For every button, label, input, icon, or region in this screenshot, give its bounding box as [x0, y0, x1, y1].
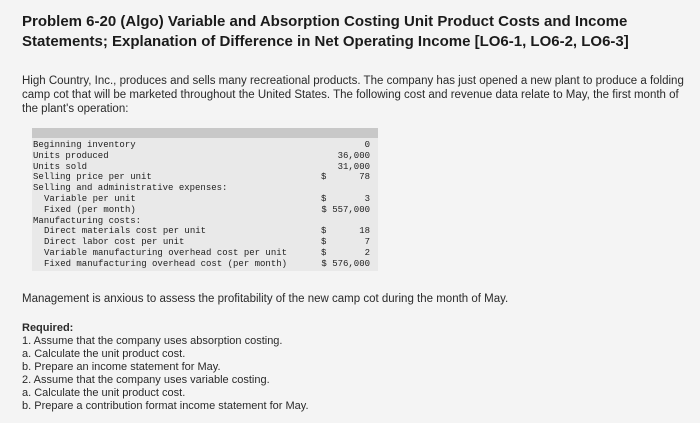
problem-intro: High Country, Inc., produces and sells m… [22, 75, 684, 115]
row-value: 18 [359, 226, 370, 237]
row-currency: $ [321, 248, 327, 258]
row-currency: $ [321, 172, 327, 183]
row-label: Selling price per unit [33, 172, 152, 183]
table-row: Units produced 36,000 [32, 151, 378, 162]
table-row: Units sold 31,000 [32, 162, 378, 173]
row-label: Manufacturing costs: [33, 215, 142, 226]
required-item: b. Prepare a contribution format income … [22, 400, 309, 412]
required-heading: Required: [22, 322, 74, 334]
required-item: a. Calculate the unit product cost. [22, 387, 186, 399]
management-text: Management is anxious to assess the prof… [22, 293, 509, 305]
row-currency: $ [321, 237, 327, 248]
row-label: Variable manufacturing overhead cost per… [44, 248, 288, 258]
table-row: Beginning inventory 0 [32, 140, 378, 151]
row-currency: $ [321, 226, 327, 237]
row-value: 31,000 [337, 161, 370, 172]
table-row: Variable per unit $3 [32, 194, 378, 205]
table-row: Selling price per unit $78 [32, 172, 378, 183]
row-value: 0 [364, 140, 370, 150]
row-label: Units produced [33, 150, 109, 161]
required-item: 2. Assume that the company uses variable… [22, 374, 270, 386]
required-section: Required: 1. Assume that the company use… [22, 322, 682, 413]
table-row: Direct materials cost per unit $18 [32, 226, 378, 237]
row-value: $ 576,000 [321, 258, 370, 269]
row-label: Fixed (per month) [44, 204, 136, 215]
row-value: 3 [364, 194, 370, 204]
cost-revenue-table: Beginning inventory 0 Units produced 36,000… [32, 128, 378, 271]
row-value: 78 [359, 172, 370, 183]
required-item: 1. Assume that the company uses absorpti… [22, 335, 283, 347]
table-row: Selling and administrative expenses: [32, 183, 378, 194]
required-item: b. Prepare an income statement for May. [22, 361, 221, 373]
row-value: 36,000 [337, 150, 370, 161]
problem-title: Problem 6-20 (Algo) Variable and Absorpt… [22, 13, 629, 50]
row-value: 2 [364, 248, 370, 258]
row-label: Units sold [33, 161, 88, 172]
table-row: Variable manufacturing overhead cost per… [32, 248, 378, 259]
required-item: a. Calculate the unit product cost. [22, 348, 186, 360]
row-label: Variable per unit [44, 194, 136, 204]
row-label: Fixed manufacturing overhead cost (per m… [44, 258, 288, 269]
row-currency: $ [321, 194, 327, 204]
table-row: Fixed (per month) $ 557,000 [32, 205, 378, 216]
row-value: 7 [364, 237, 370, 248]
table-row: Direct labor cost per unit $7 [32, 237, 378, 248]
row-label: Direct materials cost per unit [44, 226, 207, 237]
table-row: Fixed manufacturing overhead cost (per m… [32, 259, 378, 270]
row-label: Beginning inventory [33, 140, 136, 150]
row-value: $ 557,000 [321, 204, 370, 215]
table-row: Manufacturing costs: [32, 216, 378, 227]
row-label: Selling and administrative expenses: [33, 183, 228, 194]
table-header-band [32, 128, 378, 138]
row-label: Direct labor cost per unit [44, 237, 185, 248]
